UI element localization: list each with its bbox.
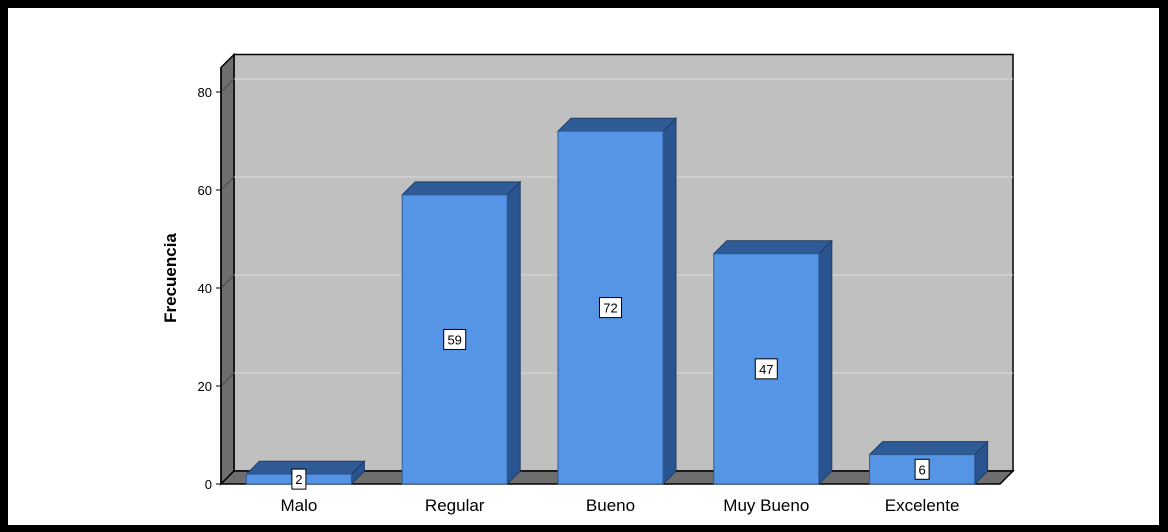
bar-top: [868, 441, 989, 456]
data-label: 2: [295, 472, 302, 487]
data-label-box: [291, 468, 307, 490]
bar-top: [400, 181, 522, 196]
x-tick-label: Muy Bueno: [723, 496, 809, 515]
gridline-side: [220, 372, 235, 387]
bar-side: [818, 239, 833, 486]
x-tick-label: Regular: [425, 496, 485, 515]
bar-top: [712, 240, 834, 255]
data-label-box: [914, 458, 930, 480]
y-axis: 0 20 40 60 80: [198, 67, 222, 492]
data-label: 72: [603, 301, 617, 316]
y-tick-label: 20: [198, 379, 212, 394]
y-tick-label: 60: [198, 183, 212, 198]
y-tick-label: 40: [198, 281, 212, 296]
bar-top: [556, 117, 678, 132]
data-label-box: [754, 358, 778, 380]
gridline-side: [220, 78, 235, 93]
chart-frame: 0 20 40 60 80 Malo Regular Bueno Muy Bueno Excel…: [8, 8, 1159, 525]
data-labels: 2 59 72 47 6: [291, 297, 930, 490]
plot-side-wall: [220, 52, 235, 486]
y-axis-label: Frecuencia: [161, 233, 180, 323]
bar-side: [506, 180, 521, 486]
x-axis: Malo Regular Bueno Muy Bueno Excelente: [280, 496, 959, 515]
bar-side: [662, 116, 677, 486]
gridline-side: [220, 176, 235, 191]
data-label: 59: [447, 332, 461, 347]
x-tick-label: Malo: [280, 496, 317, 515]
x-tick-label: Excelente: [885, 496, 960, 515]
gridline-side: [220, 274, 235, 289]
bar-chart: 0 20 40 60 80 Malo Regular Bueno Muy Bueno Excel…: [161, 52, 1015, 515]
y-tick-label: 0: [205, 477, 212, 492]
y-tick-label: 80: [198, 85, 212, 100]
data-label: 47: [759, 362, 773, 377]
data-label: 6: [918, 462, 925, 477]
data-label-box: [599, 297, 622, 319]
x-tick-label: Bueno: [586, 496, 635, 515]
data-label-box: [443, 328, 467, 350]
